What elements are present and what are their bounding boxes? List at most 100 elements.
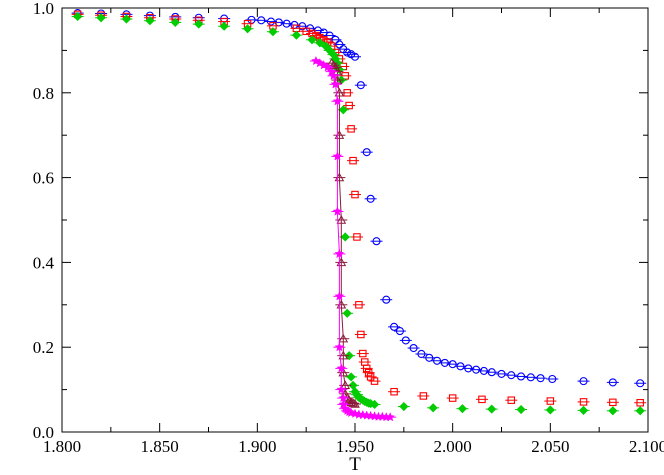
data-point bbox=[359, 349, 367, 358]
data-point bbox=[345, 101, 353, 110]
series-layer bbox=[71, 9, 647, 422]
x-tick-label: 2.050 bbox=[531, 437, 569, 456]
data-point bbox=[348, 398, 358, 407]
series-green-diamonds bbox=[71, 11, 647, 416]
data-point bbox=[545, 405, 555, 415]
series-magenta-stars bbox=[309, 55, 397, 422]
data-point bbox=[382, 295, 391, 304]
data-point bbox=[335, 40, 344, 49]
data-point bbox=[390, 322, 399, 331]
data-point bbox=[330, 79, 341, 89]
data-point bbox=[440, 358, 449, 367]
data-point bbox=[448, 360, 457, 369]
data-point bbox=[298, 22, 307, 31]
data-point bbox=[291, 30, 301, 40]
data-point bbox=[372, 237, 381, 246]
plot-frame bbox=[61, 7, 649, 433]
data-point bbox=[266, 17, 276, 26]
data-point bbox=[369, 399, 380, 410]
data-point bbox=[194, 19, 204, 29]
series-blue-circles bbox=[71, 9, 647, 388]
data-point bbox=[338, 350, 349, 360]
data-point bbox=[328, 60, 339, 69]
data-point bbox=[334, 248, 345, 259]
data-point bbox=[343, 48, 352, 57]
data-point bbox=[516, 372, 526, 381]
data-point bbox=[357, 330, 365, 339]
data-point bbox=[636, 398, 644, 407]
data-point bbox=[332, 206, 343, 216]
data-point bbox=[257, 16, 266, 25]
data-point bbox=[334, 291, 345, 301]
data-point bbox=[351, 190, 359, 199]
data-point bbox=[341, 72, 349, 80]
data-point bbox=[417, 349, 426, 359]
data-point bbox=[464, 364, 473, 373]
data-point bbox=[366, 194, 375, 203]
data-point bbox=[457, 404, 467, 414]
data-point bbox=[362, 148, 371, 157]
data-point bbox=[536, 374, 545, 383]
y-axis-ticks: 0.0 0.2 0.4 0.6 0.8 1.0 bbox=[33, 0, 648, 442]
x-axis-ticks: 1.800 1.850 1.900 1.950 2.000 2.050 2.100 bbox=[43, 8, 664, 456]
data-point bbox=[635, 406, 645, 416]
y-tick-label: 0.0 bbox=[33, 423, 54, 442]
data-point bbox=[419, 392, 428, 400]
data-point bbox=[328, 70, 339, 81]
y-tick-label: 0.4 bbox=[33, 253, 55, 272]
data-point bbox=[268, 27, 278, 37]
data-point bbox=[334, 342, 345, 352]
data-point bbox=[385, 412, 396, 422]
data-point bbox=[340, 232, 350, 242]
y-tick-label: 0.6 bbox=[33, 169, 54, 188]
data-point bbox=[608, 406, 618, 416]
data-point bbox=[315, 38, 325, 48]
data-point bbox=[636, 379, 645, 388]
data-point bbox=[432, 356, 442, 365]
data-point bbox=[312, 31, 320, 40]
data-point bbox=[366, 373, 375, 381]
x-axis-title: T bbox=[349, 454, 361, 475]
data-point bbox=[336, 384, 347, 394]
data-point bbox=[347, 125, 355, 133]
data-point bbox=[219, 21, 229, 31]
data-point bbox=[336, 363, 347, 373]
data-point bbox=[401, 336, 410, 345]
data-point bbox=[548, 374, 557, 384]
data-point bbox=[478, 395, 486, 404]
data-point bbox=[370, 377, 379, 385]
data-point bbox=[350, 398, 360, 408]
data-point bbox=[364, 368, 373, 377]
data-point bbox=[353, 233, 361, 241]
data-point bbox=[332, 151, 343, 161]
data-point bbox=[338, 333, 349, 343]
data-point bbox=[121, 14, 132, 24]
data-point bbox=[346, 372, 356, 382]
data-point bbox=[428, 403, 438, 413]
data-point bbox=[307, 35, 317, 45]
data-point bbox=[282, 19, 291, 28]
x-tick-label: 1.850 bbox=[141, 437, 179, 456]
data-point bbox=[448, 394, 457, 402]
data-point bbox=[578, 405, 589, 415]
data-point bbox=[331, 35, 340, 44]
data-point bbox=[338, 105, 348, 115]
data-point bbox=[332, 96, 343, 106]
data-point bbox=[349, 156, 357, 165]
y-tick-label: 0.8 bbox=[33, 84, 54, 103]
data-point bbox=[546, 397, 555, 405]
x-tick-label: 1.950 bbox=[336, 437, 374, 456]
data-point bbox=[472, 365, 481, 374]
data-point bbox=[497, 369, 506, 378]
x-tick-label: 2.100 bbox=[629, 437, 664, 456]
data-point bbox=[479, 366, 488, 375]
data-point bbox=[516, 404, 526, 415]
data-point bbox=[399, 401, 409, 412]
data-point bbox=[355, 301, 363, 309]
data-point bbox=[362, 364, 371, 373]
data-point bbox=[579, 377, 588, 386]
data-point bbox=[409, 343, 418, 353]
data-point bbox=[507, 396, 516, 404]
data-point bbox=[96, 13, 106, 23]
